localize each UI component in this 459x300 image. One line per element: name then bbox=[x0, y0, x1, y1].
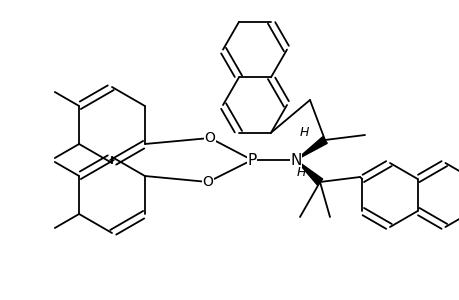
Text: N: N bbox=[290, 152, 301, 167]
Text: O: O bbox=[202, 175, 213, 189]
Polygon shape bbox=[295, 137, 326, 160]
Text: P: P bbox=[247, 152, 256, 167]
Text: O: O bbox=[204, 131, 215, 145]
Polygon shape bbox=[295, 160, 322, 185]
Text: H: H bbox=[296, 166, 305, 178]
Text: H: H bbox=[299, 125, 308, 139]
